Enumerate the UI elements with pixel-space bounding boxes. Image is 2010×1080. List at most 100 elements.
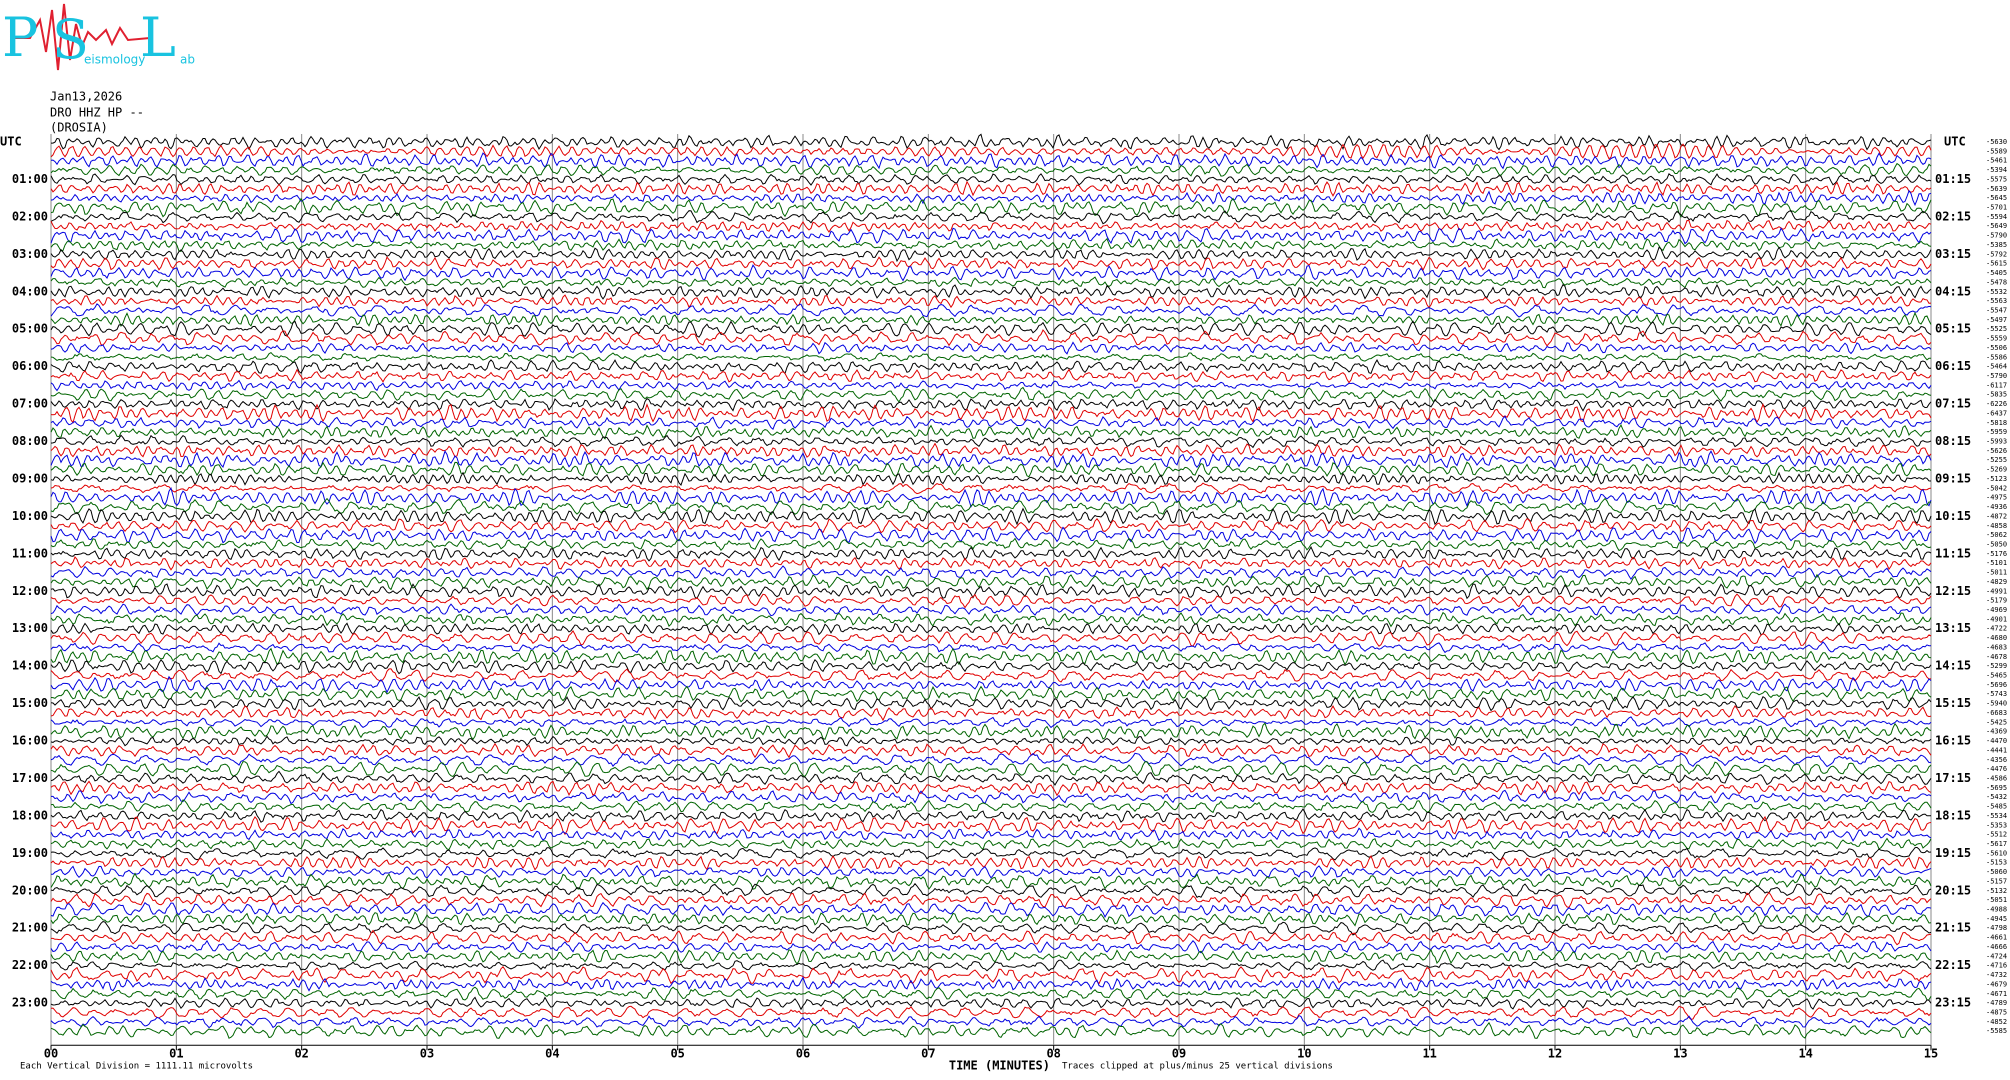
line-label: -5051 — [1986, 896, 2007, 904]
line-label: -4716 — [1986, 962, 2007, 970]
line-label: -5123 — [1986, 475, 2007, 483]
hour-label: 09:00 — [12, 471, 48, 485]
hour-label: 07:00 — [12, 397, 48, 411]
trace — [50, 948, 1932, 965]
logo-letter: S — [52, 8, 89, 71]
x-tick-label: 00 — [44, 1047, 58, 1061]
hour-label: 16:00 — [12, 734, 48, 748]
x-tick-label: 14 — [1798, 1047, 1812, 1061]
line-label: -5062 — [1986, 531, 2007, 539]
trace — [50, 641, 1932, 654]
hour-label: 03:15 — [1935, 247, 1971, 261]
footer-scale: Each Vertical Division = 1111.11 microvo… — [20, 1062, 253, 1072]
trace — [50, 780, 1932, 797]
trace — [50, 351, 1931, 364]
logo-text: ab — [180, 53, 195, 67]
line-label: -5563 — [1986, 297, 2007, 305]
trace — [50, 172, 1932, 186]
hour-label: 21:15 — [1935, 921, 1971, 935]
hour-label: 17:00 — [12, 771, 48, 785]
line-label: -4988 — [1986, 906, 2007, 914]
line-label: -5255 — [1986, 456, 2007, 464]
hour-label: 08:15 — [1935, 434, 1971, 448]
line-label: -4661 — [1986, 934, 2007, 942]
hour-label: 23:00 — [12, 996, 48, 1010]
trace — [50, 461, 1932, 478]
line-label: -5060 — [1986, 868, 2007, 876]
line-label: -4671 — [1986, 990, 2007, 998]
hour-label: 14:00 — [12, 659, 48, 673]
trace — [50, 854, 1932, 871]
trace — [50, 397, 1932, 412]
line-label: -5497 — [1986, 316, 2007, 324]
line-label: -5585 — [1986, 1027, 2007, 1035]
x-tick-label: 10 — [1297, 1047, 1311, 1061]
line-label: -5818 — [1986, 419, 2007, 427]
line-label: -5179 — [1986, 597, 2007, 605]
hour-label: 13:15 — [1935, 621, 1971, 635]
hour-label: 04:00 — [12, 284, 48, 298]
trace — [50, 303, 1932, 318]
line-label: -4678 — [1986, 653, 2007, 661]
line-label: -4586 — [1986, 774, 2007, 782]
line-label: -6226 — [1986, 400, 2007, 408]
line-label: -5610 — [1986, 849, 2007, 857]
trace — [50, 891, 1932, 908]
trace — [50, 668, 1932, 683]
line-label: -4722 — [1986, 625, 2007, 633]
hour-label: 02:00 — [12, 209, 48, 223]
trace — [50, 872, 1932, 890]
x-tick-label: 04 — [545, 1047, 559, 1061]
line-label: -4875 — [1986, 1008, 2007, 1016]
line-label: -5993 — [1986, 438, 2007, 446]
x-tick-label: 03 — [420, 1047, 434, 1061]
line-label: -4852 — [1986, 1018, 2007, 1026]
line-label: -5394 — [1986, 166, 2007, 174]
line-label: -5157 — [1986, 877, 2007, 885]
line-label: -4356 — [1986, 756, 2007, 764]
trace — [50, 209, 1932, 225]
trace — [50, 735, 1932, 747]
x-axis-title: TIME (MINUTES) — [949, 1059, 1050, 1073]
trace — [50, 434, 1932, 449]
trace — [51, 789, 1932, 805]
trace — [50, 815, 1932, 836]
trace — [50, 246, 1932, 263]
trace — [50, 197, 1932, 218]
trace — [50, 920, 1932, 936]
hour-label: 18:15 — [1935, 808, 1971, 822]
trace — [50, 846, 1932, 861]
hour-label: 07:15 — [1935, 397, 1971, 411]
trace — [50, 386, 1932, 403]
x-tick-label: 12 — [1548, 1047, 1562, 1061]
hour-label: 16:15 — [1935, 734, 1971, 748]
x-tick-label: 15 — [1924, 1047, 1938, 1061]
trace — [50, 976, 1932, 992]
hour-label: 11:00 — [12, 546, 48, 560]
line-label: -5630 — [1986, 138, 2007, 146]
line-label: -5465 — [1986, 672, 2007, 680]
trace — [50, 320, 1932, 338]
hour-label: 17:15 — [1935, 771, 1971, 785]
trace — [50, 358, 1931, 375]
line-label: -5464 — [1986, 363, 2007, 371]
line-label: -5959 — [1986, 428, 2007, 436]
trace — [50, 518, 1932, 534]
trace — [50, 1014, 1932, 1029]
line-label: -4969 — [1986, 606, 2007, 614]
utc-label: UTC — [1944, 135, 1966, 149]
hour-label: 15:00 — [12, 696, 48, 710]
line-label: -5011 — [1986, 569, 2007, 577]
trace — [50, 695, 1932, 712]
hour-label: 18:00 — [12, 808, 48, 822]
line-label: -4683 — [1986, 643, 2007, 651]
trace — [50, 647, 1932, 666]
trace — [50, 180, 1932, 197]
hour-label: 05:15 — [1935, 322, 1971, 336]
trace — [51, 929, 1932, 946]
line-label: -5586 — [1986, 353, 2007, 361]
line-label: -5639 — [1986, 185, 2007, 193]
trace — [50, 526, 1932, 545]
line-label: -5559 — [1986, 335, 2007, 343]
trace — [50, 556, 1932, 571]
